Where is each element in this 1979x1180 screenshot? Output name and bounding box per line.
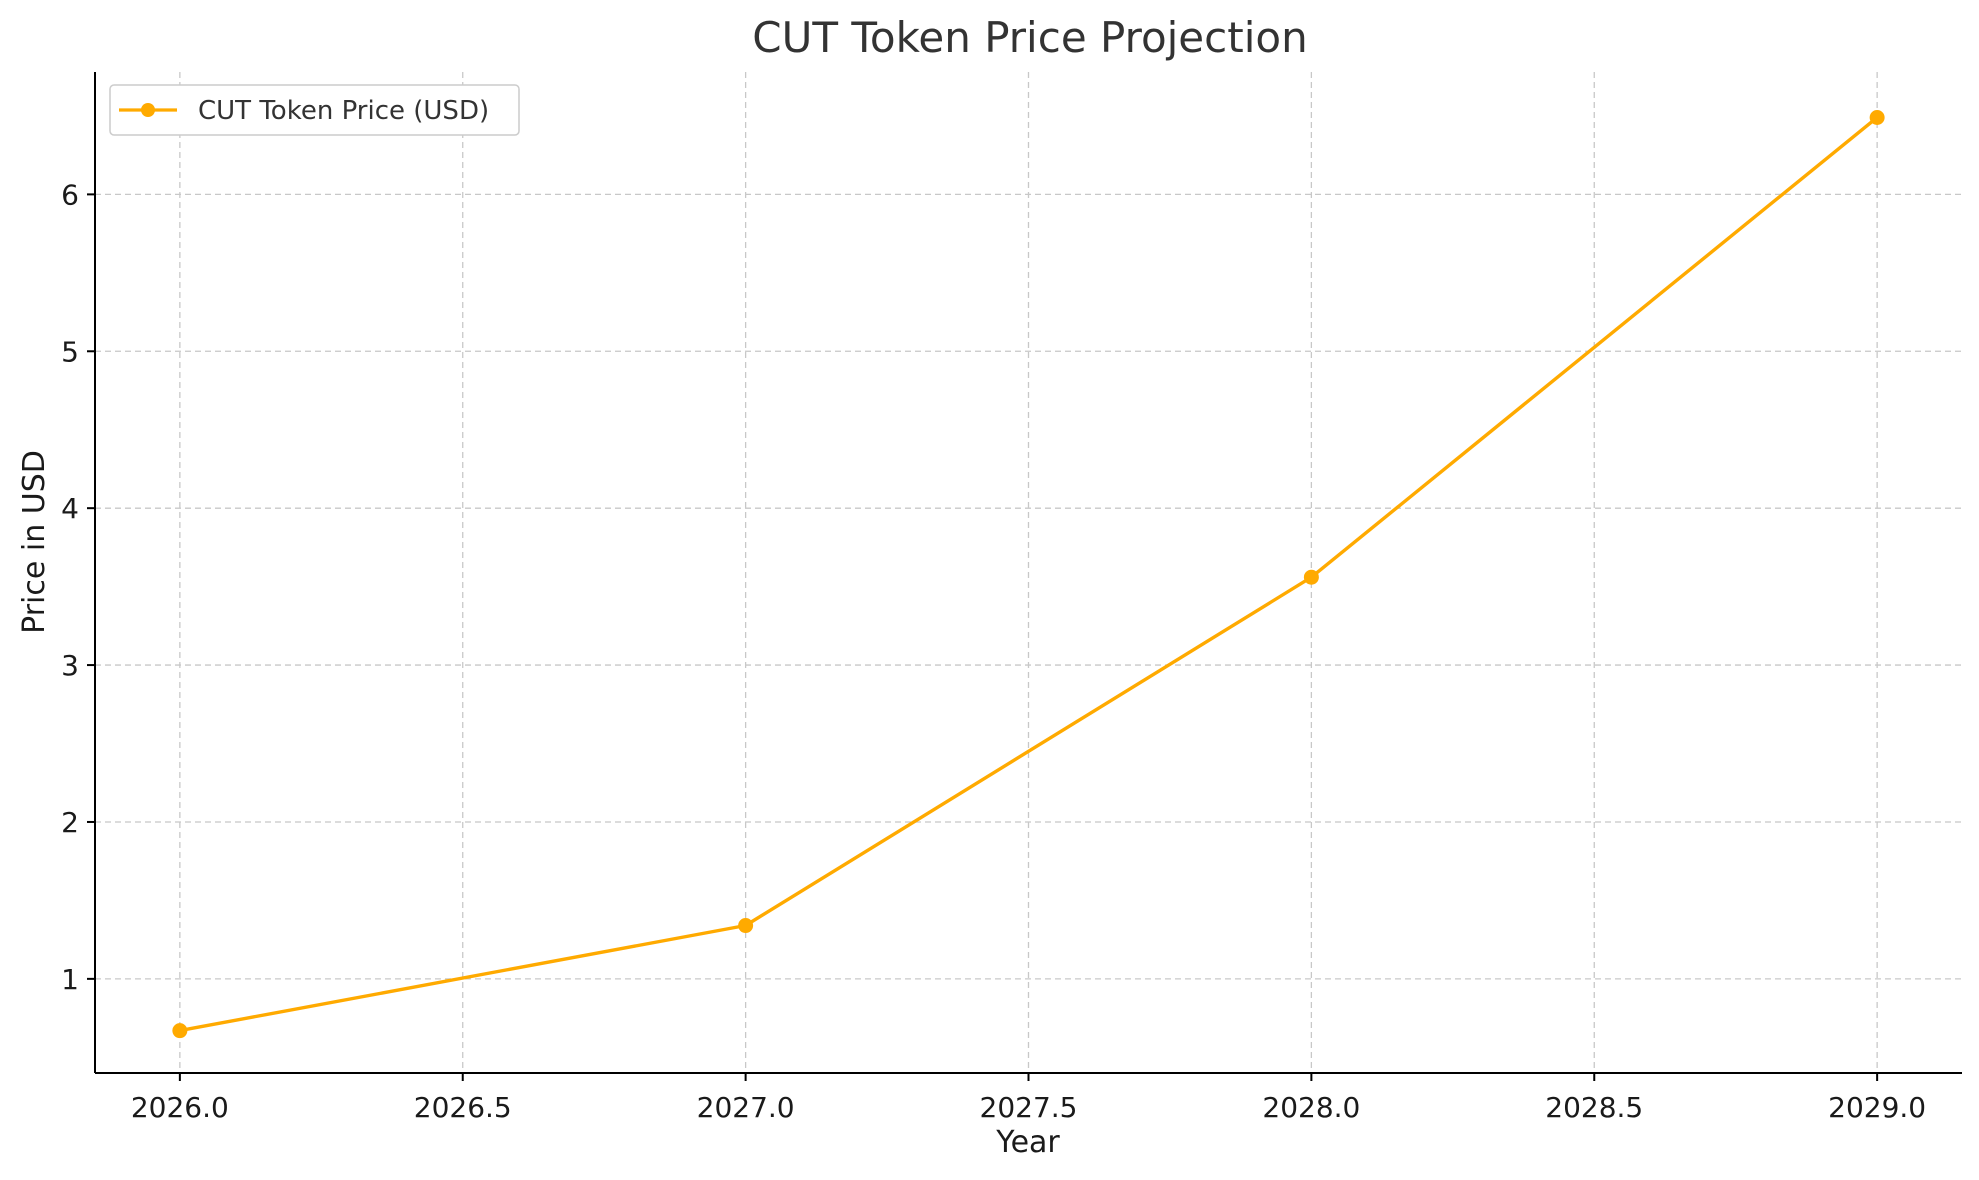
grid-lines <box>95 72 1962 1073</box>
y-tick-label: 1 <box>61 963 79 996</box>
y-tick-label: 2 <box>61 806 79 839</box>
y-axis-ticks: 1 2 3 4 5 6 <box>61 178 95 996</box>
legend-label: CUT Token Price (USD) <box>198 96 489 126</box>
data-point <box>738 918 754 934</box>
y-axis-label: Price in USD <box>17 450 52 634</box>
x-axis-label: Year <box>995 1125 1060 1160</box>
x-tick-label: 2028.5 <box>1545 1091 1643 1124</box>
x-axis-ticks: 2026.0 2026.5 2027.0 2027.5 2028.0 2028.5 2029… <box>131 1073 1926 1124</box>
x-tick-label: 2027.0 <box>697 1091 795 1124</box>
chart-title: CUT Token Price Projection <box>752 13 1307 62</box>
legend: CUT Token Price (USD) <box>109 84 520 136</box>
data-point <box>1303 569 1319 585</box>
x-tick-label: 2028.0 <box>1262 1091 1360 1124</box>
y-tick-label: 4 <box>61 492 79 525</box>
x-tick-label: 2029.0 <box>1828 1091 1926 1124</box>
data-point <box>172 1023 188 1039</box>
y-tick-label: 5 <box>61 335 79 368</box>
legend-marker-swatch <box>141 103 155 117</box>
y-tick-label: 3 <box>61 649 79 682</box>
x-tick-label: 2027.5 <box>980 1091 1078 1124</box>
series <box>172 110 1885 1039</box>
y-tick-label: 6 <box>61 178 79 211</box>
data-point <box>1869 110 1885 125</box>
legend-box <box>109 84 520 136</box>
x-tick-label: 2026.0 <box>131 1091 229 1124</box>
x-tick-label: 2026.5 <box>414 1091 512 1124</box>
series-line-0 <box>178 115 1879 1033</box>
